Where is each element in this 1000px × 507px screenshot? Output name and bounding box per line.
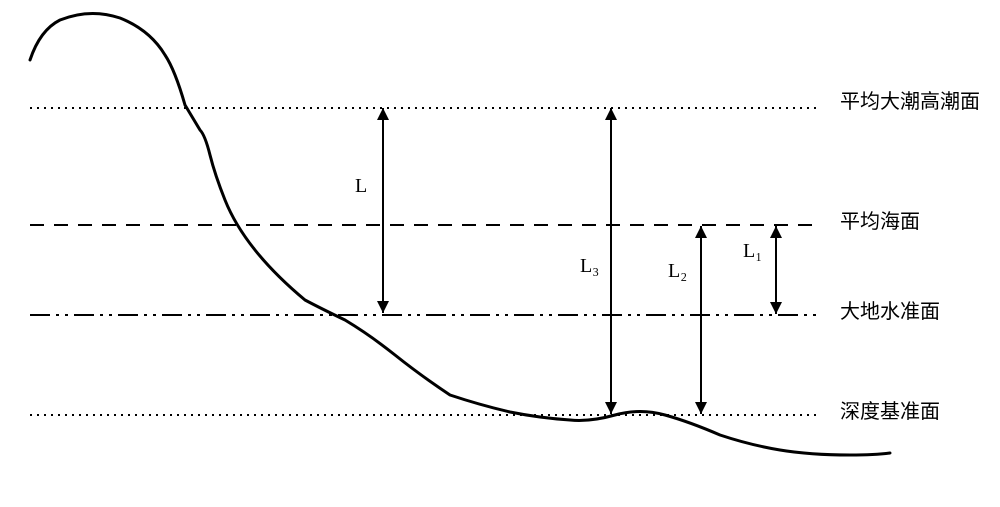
dimension-L3 bbox=[610, 108, 612, 414]
dimension-L1 bbox=[775, 226, 777, 314]
dimension-L bbox=[382, 108, 384, 313]
dimension-label-L: L bbox=[355, 175, 367, 198]
terrain-profile bbox=[0, 0, 1000, 507]
diagram-container: 平均大潮高潮面 平均海面 大地水准面 深度基准面 L L₃ L₂ L₁ bbox=[0, 0, 1000, 507]
dimension-label-L2: L₂ bbox=[668, 260, 687, 283]
label-depth-datum: 深度基准面 bbox=[840, 395, 940, 424]
label-mean-high-spring-tide: 平均大潮高潮面 bbox=[840, 85, 980, 114]
dimension-label-L3: L₃ bbox=[580, 255, 599, 278]
label-mean-sea-level: 平均海面 bbox=[840, 205, 920, 234]
terrain-path bbox=[30, 13, 890, 455]
dimension-label-L1: L₁ bbox=[743, 240, 762, 263]
label-geoid: 大地水准面 bbox=[840, 295, 940, 324]
dimension-L2 bbox=[700, 226, 702, 414]
